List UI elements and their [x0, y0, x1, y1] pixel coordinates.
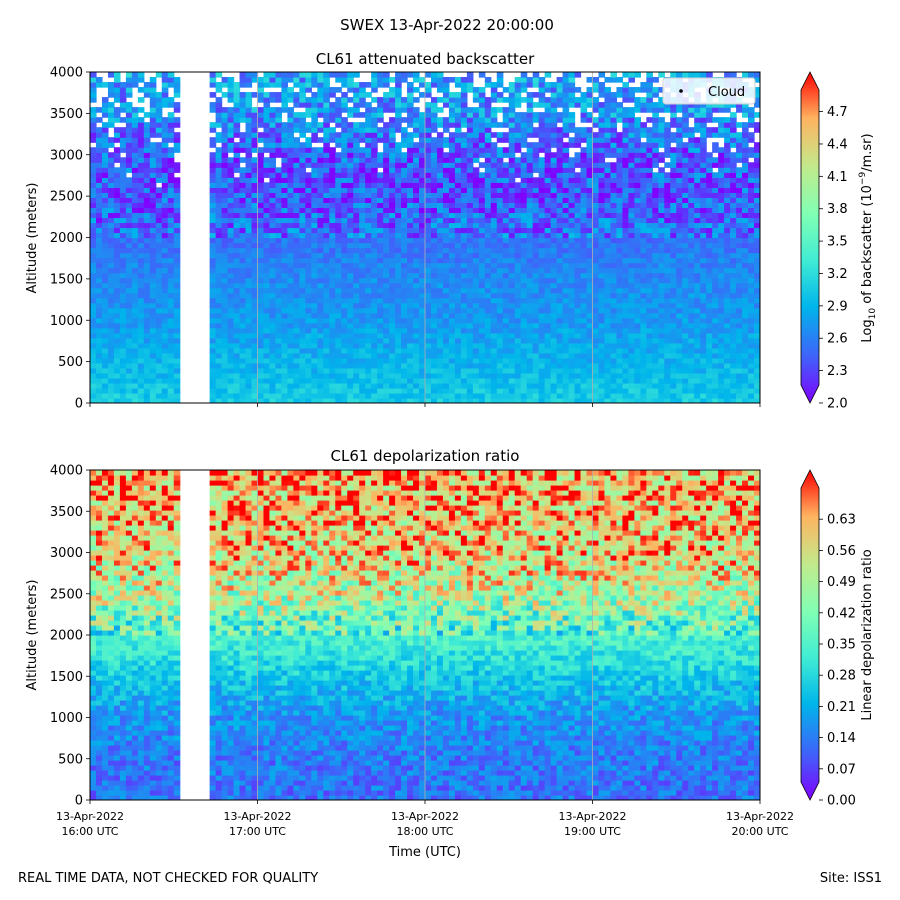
panel-1-y-ticks: 0 500 1000 1500 2000 2500 3000 3500 4000	[50, 66, 90, 412]
panel-2-y-ticks: 0 500 1000 1500 2000 2500 3000 3500 4000	[50, 464, 90, 809]
panel-2-colorbar: 0.00 0.07 0.14 0.21 0.28 0.35 0.42 0.49 0.56 0.63…	[800, 469, 875, 809]
site-label: Site: ISS1	[820, 871, 882, 886]
x-tick-time: 17:00 UTC	[229, 825, 286, 838]
x-tick-date: 13-Apr-2022	[56, 810, 124, 823]
colorbar-tick-label: 2.3	[827, 364, 848, 379]
x-tick-time: 19:00 UTC	[564, 825, 621, 838]
y-tick-label: 500	[58, 752, 83, 767]
colorbar-1-body	[800, 71, 820, 404]
colorbar-tick-label: 3.8	[827, 202, 848, 217]
y-tick-label: 2500	[50, 190, 83, 205]
y-tick-label: 3000	[50, 148, 83, 163]
colorbar-tick-label: 3.2	[827, 267, 848, 282]
x-tick-time: 20:00 UTC	[731, 825, 788, 838]
colorbar-tick-label: 0.42	[827, 606, 856, 621]
x-axis-label: Time (UTC)	[388, 845, 461, 860]
x-tick-date: 13-Apr-2022	[726, 810, 794, 823]
colorbar-tick-label: 0.00	[827, 794, 856, 809]
colorbar-tick-label: 0.56	[827, 544, 856, 559]
panel-2-y-axis-label: Altitude (meters)	[25, 580, 40, 691]
colorbar-tick-label: 3.5	[827, 235, 848, 250]
panel-2-gridlines	[257, 470, 593, 800]
y-tick-label: 3500	[50, 107, 83, 122]
y-tick-label: 0	[75, 794, 83, 809]
y-tick-label: 1000	[50, 711, 83, 726]
colorbar-1-label: Log10 of backscatter (10−9/m.sr)	[858, 133, 878, 342]
colorbar-tick-label: 0.49	[827, 575, 856, 590]
colorbar-tick-label: 0.07	[827, 762, 856, 777]
panel-1-legend: Cloud	[662, 77, 756, 105]
panel-1-gridlines	[257, 72, 593, 403]
colorbar-tick-label: 2.0	[827, 397, 848, 412]
x-tick-date: 13-Apr-2022	[391, 810, 459, 823]
colorbar-tick-label: 4.4	[827, 137, 848, 152]
legend-box	[662, 77, 756, 105]
y-tick-label: 4000	[50, 66, 83, 81]
x-tick-time: 18:00 UTC	[396, 825, 453, 838]
cloud-marker-icon	[679, 89, 683, 93]
y-tick-label: 500	[58, 355, 83, 370]
figure-suptitle: SWEX 13-Apr-2022 20:00:00	[340, 16, 554, 34]
y-tick-label: 3500	[50, 505, 83, 520]
colorbar-tick-label: 2.6	[827, 332, 848, 347]
panel-1-x-ticks	[89, 403, 761, 407]
colorbar-tick-label: 0.21	[827, 700, 856, 715]
colorbar-2-label: Linear depolarization ratio	[860, 549, 875, 720]
panel-1-colorbar: 2.0 2.3 2.6 2.9 3.2 3.5 3.8 4.1 4.4 4.7 Log10 of …	[800, 71, 878, 412]
colorbar-2-body	[800, 469, 820, 801]
colorbar-tick-label: 2.9	[827, 299, 848, 314]
colorbar-tick-label: 4.7	[827, 105, 848, 120]
y-tick-label: 4000	[50, 464, 83, 479]
colorbar-tick-label: 4.1	[827, 170, 848, 185]
colorbar-tick-label: 0.28	[827, 669, 856, 684]
x-tick-date: 13-Apr-2022	[558, 810, 626, 823]
panel-2-x-ticks: 13-Apr-2022 16:00 UTC 13-Apr-2022 17:00 UTC…	[56, 800, 794, 838]
colorbar-tick-label: 0.14	[827, 731, 856, 746]
panel-2-title: CL61 depolarization ratio	[331, 447, 520, 465]
y-tick-label: 1500	[50, 272, 83, 287]
legend-entry-cloud: Cloud	[708, 85, 745, 100]
x-tick-time: 16:00 UTC	[61, 825, 118, 838]
panel-1-title: CL61 attenuated backscatter	[316, 50, 535, 68]
y-tick-label: 3000	[50, 546, 83, 561]
y-tick-label: 1500	[50, 670, 83, 685]
colorbar-tick-label: 0.35	[827, 638, 856, 653]
panel-1-y-axis-label: Altitude (meters)	[25, 183, 40, 294]
colorbar-1-ticks: 2.0 2.3 2.6 2.9 3.2 3.5 3.8 4.1 4.4 4.7	[819, 105, 848, 412]
colorbar-tick-label: 0.63	[827, 513, 856, 528]
quality-disclaimer: REAL TIME DATA, NOT CHECKED FOR QUALITY	[18, 871, 318, 886]
colorbar-2-ticks: 0.00 0.07 0.14 0.21 0.28 0.35 0.42 0.49 0.56 0.63	[819, 513, 856, 809]
y-tick-label: 2500	[50, 587, 83, 602]
y-tick-label: 2000	[50, 231, 83, 246]
panel-depolarization: CL61 depolarization ratio 0 500 1000 1500 20…	[25, 447, 875, 860]
panel-backscatter: CL61 attenuated backscatter 0 500 1000 1500…	[25, 50, 878, 412]
y-tick-label: 2000	[50, 629, 83, 644]
y-tick-label: 0	[75, 397, 83, 412]
x-tick-date: 13-Apr-2022	[223, 810, 291, 823]
y-tick-label: 1000	[50, 314, 83, 329]
